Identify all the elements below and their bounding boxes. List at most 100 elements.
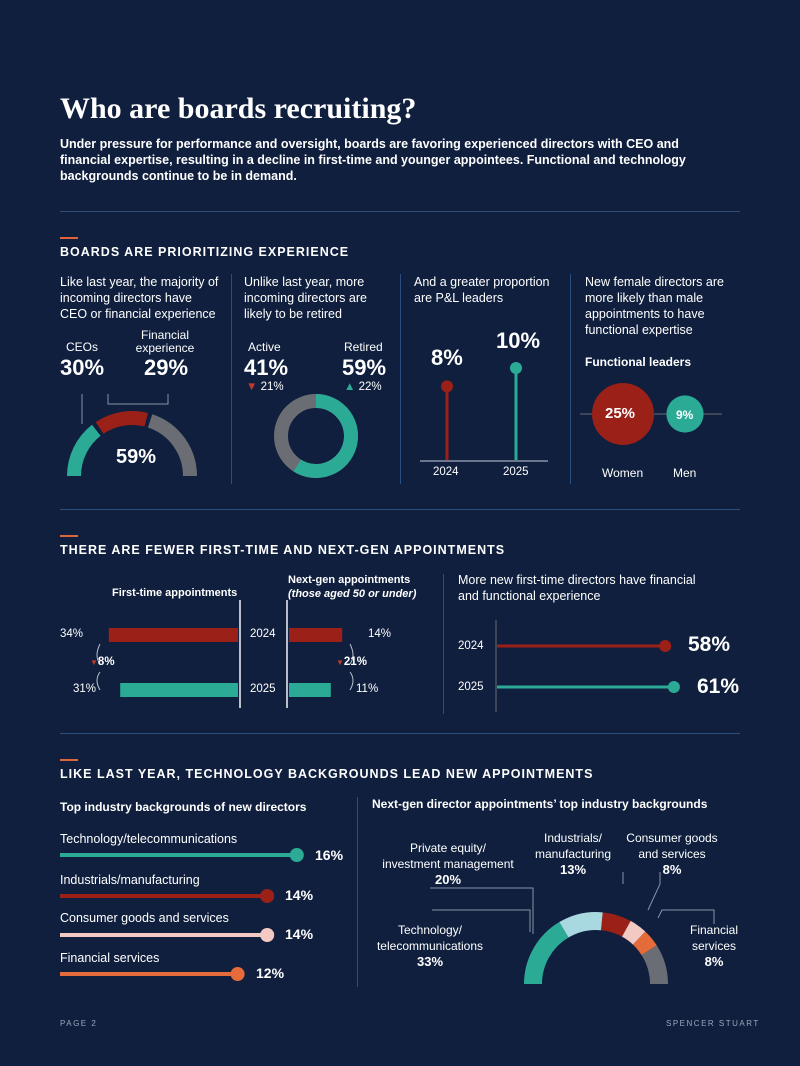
nextgen-industry-donut <box>430 872 715 985</box>
bar-next-gen-2024 <box>289 628 343 642</box>
functional-bubbles <box>580 383 722 445</box>
industry-label-consumer: Consumer goods and services <box>60 911 229 925</box>
industry-value-industrials: 14% <box>285 887 314 903</box>
leader-line <box>647 872 661 911</box>
bar-first-time-2024 <box>108 628 238 642</box>
industry-label-tech: Technology/telecommunications <box>60 832 238 846</box>
industrials-label: Industrials/manufacturing 13% <box>534 831 612 877</box>
active-value: 41% <box>244 355 289 380</box>
change-bracket <box>96 671 101 691</box>
women-label: Women <box>602 466 644 480</box>
column-divider <box>400 274 401 484</box>
financial-services-label: Financial services 8% <box>689 923 739 969</box>
first-time-change: ▼8% <box>90 656 115 668</box>
pl-year-2025: 2025 <box>503 466 529 478</box>
men-label: Men <box>673 466 697 480</box>
lollipop-dot-2024 <box>441 380 453 393</box>
gauge-segment-other <box>147 414 197 477</box>
appointments-bar-chart <box>96 600 354 708</box>
men-value: 9% <box>676 408 694 422</box>
tech-label: Technology/telecommunications 33% <box>376 923 484 969</box>
industry-bar-chart <box>60 848 304 981</box>
bubble-women <box>592 383 654 445</box>
pl-2024-value: 8% <box>431 345 463 370</box>
section-heading-appointments: THERE ARE FEWER FIRST-TIME AND NEXT-GEN … <box>60 543 506 557</box>
retired-donut <box>274 394 358 478</box>
next-gen-change: ▼21% <box>336 656 367 668</box>
donut-segment-pe <box>559 912 603 938</box>
industry-dot-consumer <box>260 928 275 942</box>
donut-segment-industrials <box>600 912 631 937</box>
next-gen-2025-value: 11% <box>356 683 379 695</box>
section-accent <box>60 759 78 761</box>
leader-line <box>657 909 715 924</box>
ceo-fin-text: Like last year, the majority of incoming… <box>60 275 219 321</box>
first-time-2025-value: 31% <box>73 683 97 695</box>
gauge-segment-ceo <box>67 424 101 477</box>
donut-segment-financial <box>632 931 657 956</box>
retired-label: Retired <box>344 340 383 354</box>
first-time-title: First-time appointments <box>112 587 238 599</box>
retired-text: Unlike last year, more incoming director… <box>244 275 367 321</box>
bar-first-time-2025 <box>120 683 238 697</box>
donut-segment-tech <box>524 922 569 985</box>
change-bracket <box>349 643 354 665</box>
retired-change: ▲ 22% <box>344 381 382 393</box>
pl-text: And a greater proportion are P&L leaders <box>414 275 550 305</box>
year-label-2024: 2024 <box>250 628 276 640</box>
ceo-value: 30% <box>60 355 105 380</box>
industry-value-tech: 16% <box>315 847 344 863</box>
pl-year-2024: 2024 <box>433 466 459 478</box>
donut-segment-other <box>641 945 668 985</box>
year-label-2025: 2025 <box>250 683 276 695</box>
up-triangle-icon: ▲ <box>344 381 356 393</box>
divider <box>60 509 740 510</box>
gauge-total-value: 59% <box>116 446 157 468</box>
r-value-2024: 58% <box>688 633 731 656</box>
next-gen-2024-value: 14% <box>368 628 392 640</box>
down-triangle-icon: ▼ <box>246 381 258 393</box>
industry-value-financial: 12% <box>256 965 285 981</box>
industry-left-title: Top industry backgrounds of new director… <box>60 800 307 814</box>
donut-segment-consumer <box>621 920 646 945</box>
ceo-label: CEOs <box>66 340 99 354</box>
gauge-segment-financial <box>95 411 148 434</box>
consumer-label: Consumer goods and services 8% <box>626 831 718 877</box>
r-year-2024: 2024 <box>458 640 484 652</box>
section-heading-experience: BOARDS ARE PRIORITIZING EXPERIENCE <box>60 245 350 259</box>
industry-label-industrials: Industrials/manufacturing <box>60 873 200 887</box>
column-divider <box>231 274 232 484</box>
leader-line <box>432 909 531 932</box>
ceo-fin-gauge <box>67 394 197 477</box>
column-divider <box>570 274 571 484</box>
functional-subtitle: Functional leaders <box>585 355 692 369</box>
financial-functional-text: More new first-time directors have finan… <box>458 573 696 603</box>
industry-right-title: Next-gen director appointments’ top indu… <box>372 797 708 811</box>
active-change: ▼ 21% <box>246 381 284 393</box>
divider <box>60 733 740 734</box>
first-time-2024-value: 34% <box>60 628 84 640</box>
change-bracket <box>96 643 101 665</box>
r-value-2025: 61% <box>697 675 740 698</box>
functional-text: New female directors are more likely tha… <box>585 275 724 337</box>
fin-leader-line <box>107 394 169 405</box>
down-triangle-icon: ▼ <box>336 658 344 667</box>
column-divider <box>357 797 358 987</box>
donut-retired <box>293 394 358 478</box>
r-year-2025: 2025 <box>458 681 484 693</box>
bubble-men <box>666 395 704 433</box>
lollipop-dot-2024 <box>659 640 672 652</box>
leader-line <box>430 887 534 934</box>
pl-2025-value: 10% <box>496 328 541 353</box>
section-accent <box>60 237 78 239</box>
fin-label: Financial experience <box>135 328 195 355</box>
financial-functional-chart <box>495 620 680 712</box>
industry-value-consumer: 14% <box>285 926 314 942</box>
pl-lollipop-chart <box>420 362 548 462</box>
retired-value: 59% <box>342 355 387 380</box>
pe-label: Private equity/investment management 20% <box>382 841 514 887</box>
fin-value: 29% <box>144 355 189 380</box>
industry-dot-financial <box>230 967 245 981</box>
industry-dot-industrials <box>260 889 275 903</box>
page-title: Who are boards recruiting? <box>60 92 417 125</box>
